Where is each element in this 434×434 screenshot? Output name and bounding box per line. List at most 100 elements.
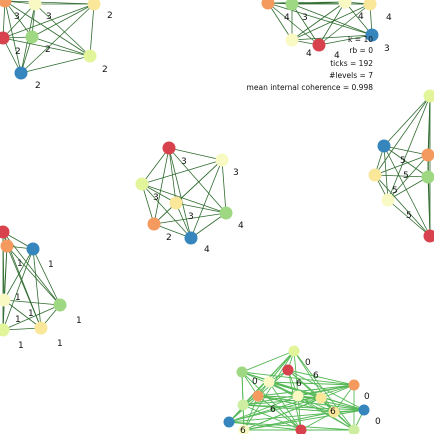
- cluster-4-edge: [318, 34, 373, 46]
- cluster-4-label: 4: [386, 13, 392, 23]
- cluster-3-label: 3: [233, 168, 239, 178]
- cluster-5-edge: [383, 145, 429, 156]
- cluster-6-edge: [287, 369, 355, 386]
- cluster-5-label: 5: [406, 211, 412, 221]
- cluster-6-edge: [228, 395, 299, 423]
- cluster-3-edge: [175, 202, 227, 214]
- cluster-6-node: [252, 390, 264, 402]
- cluster-5-node: [377, 139, 391, 153]
- cluster-3-edge: [168, 147, 192, 239]
- cluster-3-node: [135, 177, 149, 191]
- cluster-3-edge: [168, 147, 223, 161]
- cluster-5-edge: [387, 154, 429, 201]
- cluster-3-node: [215, 153, 229, 167]
- cluster-1-node: [26, 242, 40, 256]
- cluster-4-node: [285, 0, 299, 11]
- cluster-6-node: [282, 364, 294, 376]
- cluster-2-edge: [34, 3, 91, 57]
- stat-coherence: mean internal coherence = 0.998: [247, 83, 374, 92]
- cluster-3-label: 4: [204, 245, 210, 255]
- cluster-6-edge: [268, 381, 355, 386]
- cluster-1-node: [0, 293, 11, 307]
- cluster-2-edge: [4, 0, 22, 74]
- cluster-6-node: [315, 392, 327, 404]
- cluster-4-node: [365, 28, 379, 42]
- cluster-4-node: [312, 38, 326, 52]
- cluster-6-edge: [257, 384, 355, 397]
- cluster-3-edge: [190, 212, 227, 239]
- cluster-6-label: 6: [270, 405, 276, 415]
- cluster-2-edge: [31, 3, 95, 38]
- cluster-4-edge: [267, 2, 320, 46]
- stat-rb: rb = 0: [349, 46, 373, 55]
- cluster-4-edge: [291, 1, 346, 41]
- cluster-6-edge: [228, 421, 355, 431]
- cluster-3-label: 4: [238, 221, 244, 231]
- cluster-3-node: [147, 217, 161, 231]
- cluster-4-node: [363, 0, 377, 11]
- cluster-6-edge: [228, 350, 295, 423]
- cluster-6-node: [348, 424, 360, 434]
- cluster-2-label: 2: [35, 81, 41, 91]
- cluster-2-edge: [4, 0, 95, 5]
- cluster-6-edge: [297, 395, 302, 431]
- cluster-6-node: [238, 424, 250, 434]
- cluster-6-edge: [268, 381, 355, 431]
- cluster-5-node: [381, 193, 395, 207]
- cluster-6-edge: [243, 350, 295, 431]
- stats-panel: k = 10 rb = 0 ticks = 192 #levels = 7 me…: [247, 35, 374, 92]
- cluster-3-edge: [141, 183, 192, 239]
- cluster-4-label: 4: [284, 13, 290, 23]
- cluster-6-node: [263, 376, 275, 388]
- cluster-3-edge: [221, 159, 227, 214]
- cluster-2-label: 2: [45, 45, 51, 55]
- cluster-4-edge: [291, 3, 373, 36]
- cluster-5-edge: [387, 95, 431, 201]
- cluster-2-edge: [31, 36, 91, 57]
- cluster-1-edge: [3, 248, 34, 301]
- cluster-5-edge: [387, 199, 431, 237]
- cluster-1-label: 1: [48, 260, 54, 270]
- cluster-2-node: [87, 0, 101, 11]
- cluster-3-label: 2: [166, 233, 172, 243]
- cluster-5-edge: [387, 176, 429, 201]
- cluster-4-edge: [318, 1, 346, 46]
- stat-levels: #levels = 7: [329, 71, 373, 80]
- cluster-3-label: 3: [181, 157, 187, 167]
- cluster-6-label: 6: [313, 371, 319, 381]
- cluster-6-node: [237, 399, 249, 411]
- cluster-6-edge: [241, 371, 335, 413]
- stat-ticks: ticks = 192: [330, 59, 373, 68]
- cluster-6-node: [348, 379, 360, 391]
- cluster-2-label: 3: [14, 12, 20, 22]
- cluster-4-node: [338, 0, 352, 9]
- cluster-1-node: [53, 298, 67, 312]
- cluster-6-edge: [242, 404, 335, 413]
- cluster-4-node: [261, 0, 275, 10]
- cluster-6-edge: [257, 395, 302, 431]
- cluster-2-edge: [2, 37, 22, 74]
- cluster-5-edge: [374, 95, 431, 176]
- cluster-6-edge: [242, 404, 365, 411]
- stat-k: k = 10: [348, 35, 373, 44]
- cluster-6-node: [295, 424, 307, 434]
- cluster-6-edge: [297, 395, 365, 411]
- cluster-1-label: 1: [17, 259, 23, 269]
- cluster-6-edge: [241, 350, 295, 373]
- cluster-5-edge: [374, 154, 429, 176]
- cluster-2-node: [0, 31, 10, 45]
- cluster-6-edge: [257, 395, 322, 399]
- cluster-3-label: 3: [188, 212, 194, 222]
- cluster-3-node: [219, 206, 233, 220]
- cluster-1-edge: [6, 245, 61, 306]
- cluster-6-edge: [243, 409, 365, 431]
- cluster-6-node: [236, 366, 248, 378]
- cluster-4-label: 4: [358, 12, 364, 22]
- cluster-2-label: 3: [46, 12, 52, 22]
- cluster-1-label: 1: [28, 309, 34, 319]
- cluster-3-edge: [141, 159, 223, 185]
- cluster-6-label: 0: [375, 417, 381, 427]
- cluster-6-node: [358, 404, 370, 416]
